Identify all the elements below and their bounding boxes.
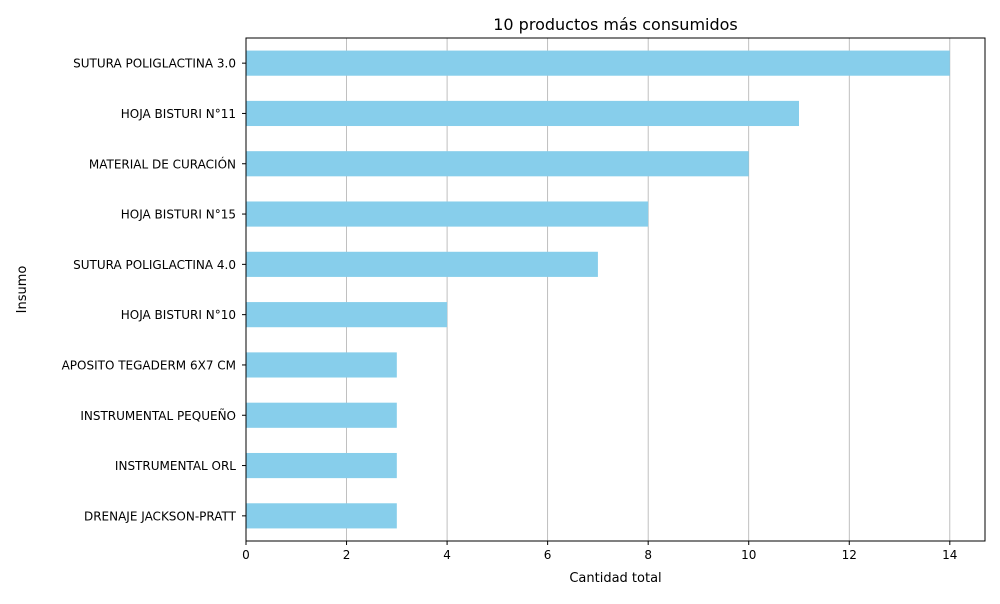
y-axis-ticks: SUTURA POLIGLACTINA 3.0 HOJA BISTURI N°11… <box>62 57 246 523</box>
y-tick-label: SUTURA POLIGLACTINA 4.0 <box>73 258 236 272</box>
x-tick-label: 0 <box>242 548 250 562</box>
x-tick-label: 10 <box>741 548 756 562</box>
plot-area-frame <box>245 37 986 542</box>
x-tick-label: 8 <box>644 548 652 562</box>
y-tick-label: HOJA BISTURI N°10 <box>121 308 236 322</box>
y-tick-label: HOJA BISTURI N°15 <box>121 208 236 222</box>
x-tick-label: 4 <box>443 548 451 562</box>
bar <box>246 352 397 378</box>
x-axis-ticks: 0 2 4 6 8 10 12 14 <box>242 541 957 562</box>
y-tick-label: APOSITO TEGADERM 6X7 CM <box>62 358 236 372</box>
x-tick-label: 14 <box>942 548 957 562</box>
y-axis-label: Insumo <box>15 266 30 314</box>
x-tick-label: 12 <box>842 548 857 562</box>
x-tick-label: 2 <box>343 548 351 562</box>
bar <box>246 452 397 479</box>
bar <box>246 302 448 328</box>
bar <box>246 503 397 529</box>
y-tick-label: SUTURA POLIGLACTINA 3.0 <box>73 57 236 71</box>
bars <box>246 50 950 529</box>
bar <box>246 201 649 227</box>
y-tick-label: MATERIAL DE CURACIÓN <box>89 156 236 171</box>
bar <box>246 50 950 76</box>
y-tick-label: INSTRUMENTAL PEQUEÑO <box>80 408 236 423</box>
y-tick-label: HOJA BISTURI N°11 <box>121 107 236 121</box>
x-axis-label: Cantidad total <box>569 571 661 586</box>
bar <box>246 100 799 127</box>
y-tick-label: INSTRUMENTAL ORL <box>115 459 236 473</box>
chart-title: 10 productos más consumidos <box>493 15 738 34</box>
y-tick-label: DRENAJE JACKSON-PRATT <box>84 509 237 523</box>
bar <box>246 151 749 177</box>
x-tick-label: 6 <box>544 548 552 562</box>
bar <box>246 402 397 428</box>
bar <box>246 251 598 277</box>
